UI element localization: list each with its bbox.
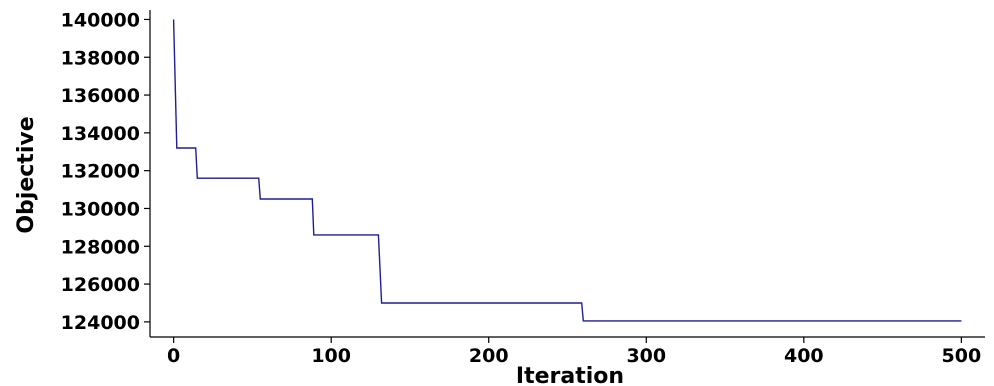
series [172, 19, 962, 322]
y-tick-label: 136000 [61, 85, 140, 107]
y-tick-label: 140000 [61, 9, 140, 31]
x-tick-label: 100 [311, 345, 351, 367]
y-tick-label: 138000 [61, 47, 140, 69]
y-tick-label: 132000 [61, 161, 140, 183]
objective-series-line [172, 19, 962, 322]
y-tick-label: 134000 [61, 123, 140, 145]
x-tick-label: 400 [784, 345, 824, 367]
y-tick-label: 126000 [61, 274, 140, 296]
y-tick-label: 128000 [61, 236, 140, 258]
x-tick-label: 300 [626, 345, 666, 367]
axes [149, 10, 985, 338]
x-tick-label: 500 [942, 345, 982, 367]
x-tick-label: 0 [167, 345, 180, 367]
y-axis-title: Objective [14, 116, 39, 233]
x-tick-label: 200 [469, 345, 509, 367]
y-tick-label: 124000 [61, 312, 140, 334]
y-tick-label: 130000 [61, 198, 140, 220]
ticks: 0 100 200 300 400 500 124000 126000 128000 130000… [61, 9, 982, 367]
x-axis-title: Iteration [516, 364, 624, 386]
